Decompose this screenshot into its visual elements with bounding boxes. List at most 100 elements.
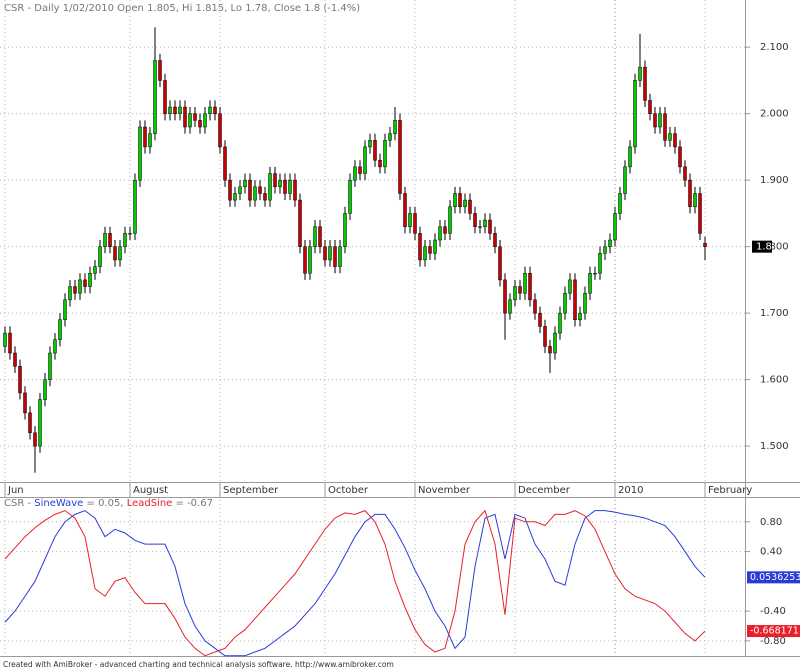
candle-body: [113, 246, 117, 261]
x-tick-label: December: [518, 485, 571, 496]
candle-body: [288, 179, 292, 194]
candle-body: [478, 226, 482, 228]
last-value-box: [747, 571, 800, 584]
candle-body: [328, 246, 332, 261]
candle-body: [268, 173, 272, 201]
candle-body: [218, 113, 222, 148]
candle-body: [623, 166, 627, 194]
candle-body: [143, 126, 147, 148]
candle-body: [628, 146, 632, 168]
candle-body: [523, 272, 527, 294]
candle-body: [413, 213, 417, 234]
candle-body: [338, 246, 342, 267]
candle-body: [308, 246, 312, 274]
candle-body: [98, 246, 102, 267]
candle-body: [483, 219, 487, 227]
legend-value: 0.05: [98, 498, 120, 509]
x-tick-label: 2010: [618, 485, 643, 496]
candle-body: [223, 146, 227, 181]
candle-body: [278, 179, 282, 188]
x-tick-label: October: [328, 485, 369, 496]
candle-body: [63, 299, 67, 321]
candle-body: [68, 286, 72, 301]
candle-body: [228, 179, 232, 201]
candle-body: [18, 366, 22, 394]
candle-body: [163, 80, 167, 114]
x-tick-label: November: [418, 485, 471, 496]
candle-body: [53, 339, 57, 354]
candle-body: [23, 392, 27, 414]
candle-body: [118, 246, 122, 261]
candle-body: [673, 133, 677, 148]
x-tick-label: September: [223, 485, 279, 496]
candle-body: [103, 233, 107, 247]
x-tick-label: February: [708, 485, 752, 496]
candle-body: [258, 186, 262, 194]
candle-body: [3, 332, 7, 347]
candle-body: [508, 299, 512, 314]
candle-body: [448, 206, 452, 234]
candle-body: [463, 199, 467, 208]
candle-body: [498, 246, 502, 281]
candle-body: [563, 292, 567, 314]
indicator-line: [4, 509, 706, 657]
candle-body: [368, 140, 372, 148]
candle-body: [378, 159, 382, 168]
last-value-label: 0.0536253: [750, 572, 800, 583]
candle-body: [303, 246, 307, 274]
candle-body: [333, 246, 337, 267]
candle-body: [243, 179, 247, 188]
y-tick-label: -0.40: [760, 606, 786, 617]
candle-body: [438, 226, 442, 241]
candle-body: [468, 199, 472, 214]
candle-body: [648, 100, 652, 114]
candle-body: [353, 166, 357, 181]
indicator-legend: CSR - SineWave = 0.05, LeadSine = -0.67: [4, 498, 213, 509]
candle-body: [153, 60, 157, 134]
candle-body: [473, 213, 477, 227]
candle-body: [358, 166, 362, 174]
candle-body: [693, 193, 697, 208]
candle-body: [658, 113, 662, 128]
candle-body: [13, 352, 17, 367]
last-value-label: 1.8: [756, 242, 772, 253]
candle-body: [638, 66, 642, 81]
candle-body: [238, 186, 242, 194]
candle-body: [158, 60, 162, 81]
y-tick-label: 0.40: [760, 547, 782, 558]
candle-body: [678, 146, 682, 168]
candle-body: [428, 246, 432, 254]
candle-body: [608, 239, 612, 247]
candle-body: [193, 113, 197, 121]
candle-body: [698, 193, 702, 234]
candle-body: [208, 106, 212, 114]
candle-body: [578, 312, 582, 321]
candle-body: [398, 120, 402, 194]
y-tick-label: 1.500: [760, 441, 789, 452]
candle-body: [28, 412, 32, 434]
candle-body: [383, 140, 387, 168]
candle-body: [573, 279, 577, 321]
candle-body: [108, 233, 112, 247]
candle-body: [403, 193, 407, 227]
candle-body: [433, 239, 437, 254]
candle-body: [148, 133, 152, 148]
candle-body: [533, 299, 537, 314]
candle-body: [453, 193, 457, 208]
candle-body: [488, 219, 492, 234]
candle-body: [423, 246, 427, 261]
candle-body: [253, 186, 257, 201]
y-tick-label: -0.80: [760, 636, 786, 647]
y-tick-label: 2.000: [760, 109, 789, 120]
candle-body: [48, 352, 52, 380]
candle-body: [8, 332, 12, 354]
candle-body: [543, 326, 547, 347]
y-tick-label: 1.800: [760, 242, 789, 253]
candle-body: [168, 106, 172, 114]
candle-body: [603, 246, 607, 254]
candle-body: [88, 272, 92, 287]
candle-body: [613, 213, 617, 241]
candle-body: [568, 279, 572, 294]
candle-body: [203, 113, 207, 128]
